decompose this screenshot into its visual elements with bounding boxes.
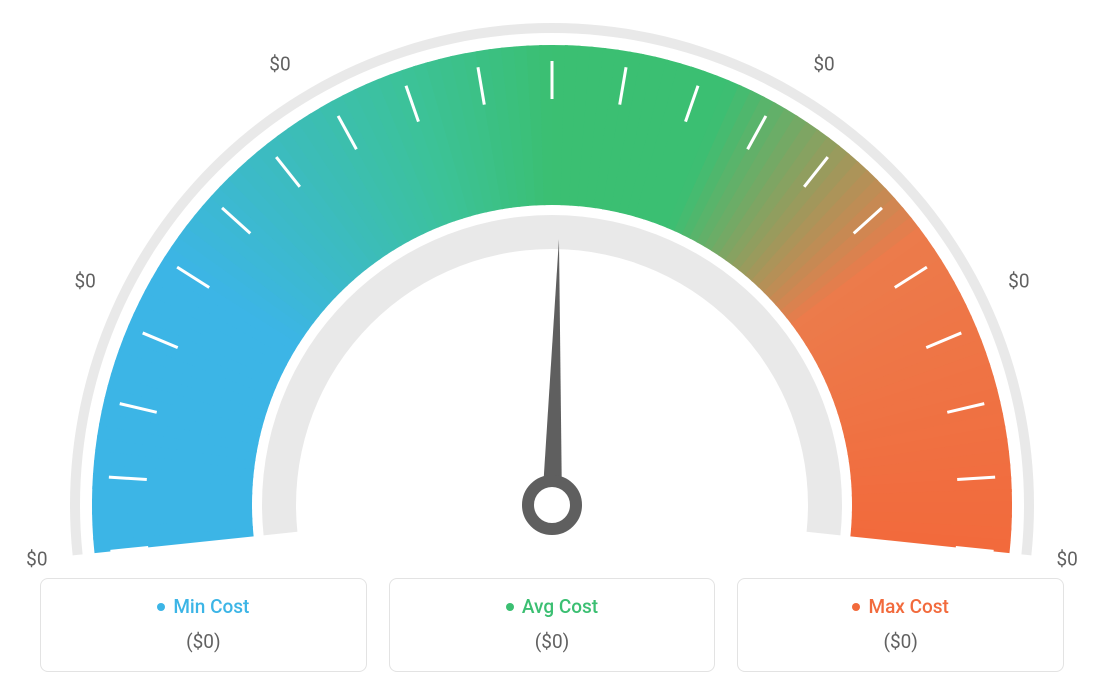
gauge-tick-label: $0 <box>269 53 290 76</box>
legend-label-avg: Avg Cost <box>522 595 598 618</box>
gauge-tick-label: $0 <box>74 269 95 292</box>
legend-title-avg: Avg Cost <box>506 595 598 618</box>
legend-title-max: Max Cost <box>852 595 948 618</box>
legend-value-min: ($0) <box>51 630 356 653</box>
legend-dot-min <box>157 603 165 611</box>
legend-card-min: Min Cost ($0) <box>40 578 367 672</box>
cost-gauge-container: $0$0$0$0$0$0$0 Min Cost ($0) Avg Cost ($… <box>0 0 1104 690</box>
legend-value-max: ($0) <box>748 630 1053 653</box>
gauge-tick-label: $0 <box>1008 269 1029 292</box>
legend-card-max: Max Cost ($0) <box>737 578 1064 672</box>
legend-card-avg: Avg Cost ($0) <box>389 578 716 672</box>
legend-dot-max <box>852 603 860 611</box>
legend-title-min: Min Cost <box>157 595 249 618</box>
legend-value-avg: ($0) <box>400 630 705 653</box>
gauge-tick-label: $0 <box>1056 548 1077 571</box>
legend-row: Min Cost ($0) Avg Cost ($0) Max Cost ($0… <box>40 578 1064 672</box>
legend-dot-avg <box>506 603 514 611</box>
gauge-tick-label: $0 <box>813 53 834 76</box>
gauge-tick-label: $0 <box>26 548 47 571</box>
legend-label-min: Min Cost <box>173 595 249 618</box>
legend-label-max: Max Cost <box>868 595 948 618</box>
gauge-chart: $0$0$0$0$0$0$0 <box>0 0 1104 560</box>
gauge-svg <box>0 0 1104 560</box>
